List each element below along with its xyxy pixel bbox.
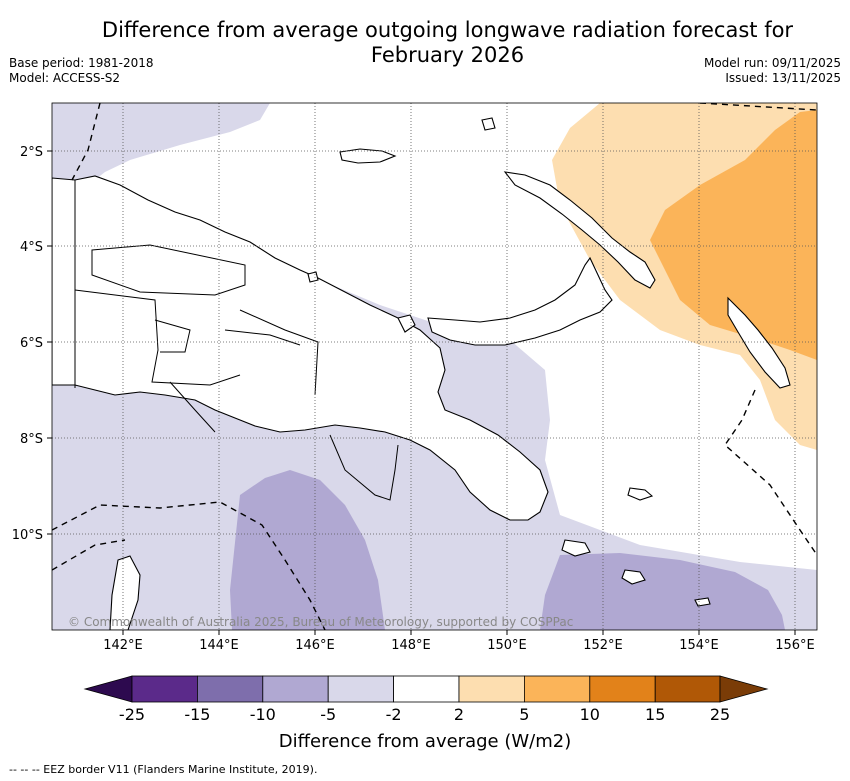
colorbar-label: -10 [249,705,276,724]
coastline-islands-se2 [621,569,646,585]
colorbar-label: 25 [709,705,731,724]
info-right: Model run: 09/11/2025 Issued: 13/11/2025 [704,56,841,86]
province-border-5 [169,381,216,433]
coastline-island-woodlark [627,487,654,501]
model-run: Model run: 09/11/2025 [703,56,841,70]
colorbar-segment [393,675,460,703]
coastline-islands-se [561,539,591,557]
coastline-island-small2 [481,117,496,131]
lat-label: 4°S [20,240,43,255]
colorbar-segment [458,675,525,703]
graticule [52,103,817,630]
colorbar-segment [654,675,721,703]
map-area: © Commonwealth of Australia 2025, Bureau… [52,103,817,630]
map-copyright: © Commonwealth of Australia 2025, Bureau… [68,615,573,629]
colorbar-label: -25 [118,705,146,724]
province-borders [74,180,399,501]
lon-label: 142°E [103,638,143,653]
colorbar-segment [262,675,329,703]
coastline-new-ireland [503,171,656,289]
province-border-2 [74,289,241,386]
coastline-cape-york [109,555,141,630]
lon-label: 146°E [295,638,335,653]
coastline-new-britain [427,256,613,346]
lon-label: 154°E [679,638,719,653]
lon-label: 144°E [199,638,239,653]
anomaly-region-mid-negative-east [540,553,785,630]
colorbar-label: -15 [184,705,211,724]
lat-label: 6°S [20,336,43,351]
lat-label: 2°S [20,145,43,160]
colorbar-segment [327,675,395,703]
lon-label: 148°E [391,638,431,653]
colorbar-label: 10 [579,705,600,724]
lon-labels: 142°E 144°E 146°E 148°E 150°E 152°E 154°… [103,638,815,653]
colorbar-segment [589,675,656,703]
model-name: Model: ACCESS-S2 [9,71,121,85]
eez-border-southwest2 [52,539,126,571]
coastline-manus [339,148,397,164]
eez-legend-note: -- -- -- EEZ border V11 (Flanders Marine… [9,763,318,776]
eez-border-east [724,389,817,556]
colorbar-label: -5 [320,705,337,724]
anomaly-region-mid-negative [230,470,385,630]
lat-labels: 2°S 4°S 6°S 8°S 10°S [12,145,43,543]
lon-label: 150°E [487,638,527,653]
eez-border-northeast [699,103,817,111]
colorbar-label: -2 [385,705,402,724]
province-border-1 [91,244,246,296]
map-frame [51,102,818,631]
province-border-3 [154,319,191,353]
eez-borders [52,103,817,630]
coastline-new-guinea [52,175,549,521]
colorbar-segment [196,675,264,703]
eez-border-west [71,103,101,181]
lon-label: 156°E [775,638,815,653]
province-border-4 [239,309,319,396]
title-line-2: February 2026 [370,43,525,67]
title-line-1: Difference from average outgoing longwav… [101,18,794,42]
lon-label: 152°E [583,638,623,653]
province-border-6 [329,434,399,501]
info-left: Base period: 1981-2018 Model: ACCESS-S2 [9,56,154,86]
colorbar-label: 5 [519,705,530,724]
colorbar-over-triangle [719,675,769,703]
anomaly-region-mid-positive [650,110,817,360]
colorbar-label: 15 [645,705,666,724]
coastlines [52,117,791,630]
colorbar [83,675,769,703]
colorbar-segment [524,675,591,703]
coastline-island-small4 [694,597,711,607]
colorbar-under-triangle [83,675,133,703]
coastline-island-small3 [307,271,319,283]
lat-label: 8°S [20,432,43,447]
lat-label: 10°S [12,528,43,543]
colorbar-segment [131,675,198,703]
page-title: Difference from average outgoing longwav… [60,18,835,68]
base-period: Base period: 1981-2018 [9,56,154,70]
colorbar-title: Difference from average (W/m2) [278,731,572,752]
coastline-bougainville [727,296,791,389]
issued-date: Issued: 13/11/2025 [725,71,841,85]
colorbar-label: 2 [453,705,465,724]
eez-border-southwest [52,501,326,630]
axis-ticks [47,150,796,635]
